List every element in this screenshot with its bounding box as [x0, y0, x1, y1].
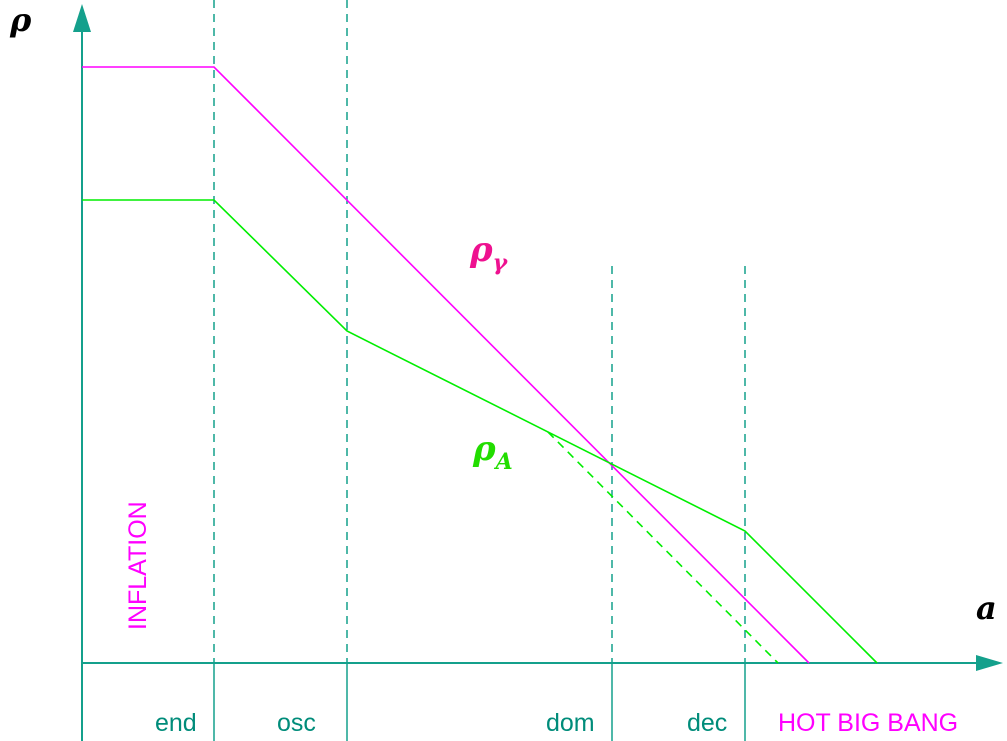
epoch-label-dec: dec — [687, 709, 727, 737]
x-axis-arrow-icon — [976, 655, 1003, 671]
epoch-label-dom: dom — [546, 709, 595, 737]
inflation-label: INFLATION — [124, 501, 152, 630]
axion-density-curve — [82, 199, 878, 664]
y-axis-arrow-icon — [73, 4, 91, 32]
axion-curve-symbol: ρ — [472, 429, 496, 469]
radiation-curve-symbol: ρ — [469, 230, 493, 270]
epoch-label-osc: osc — [277, 709, 316, 737]
y-axis-label: ρ — [9, 1, 32, 39]
epoch-label-end: end — [155, 709, 197, 737]
axion-curve-subscript: A — [494, 449, 513, 475]
radiation-curve-label: ργ — [469, 230, 509, 276]
hot-big-bang-label: HOT BIG BANG — [778, 709, 958, 737]
x-axis-label: a — [976, 589, 997, 627]
axion-density-dashed-curve — [547, 431, 779, 664]
axion-curve-label: ρA — [472, 429, 513, 475]
radiation-density-curve — [82, 66, 810, 664]
radiation-curve-subscript: γ — [493, 250, 509, 276]
